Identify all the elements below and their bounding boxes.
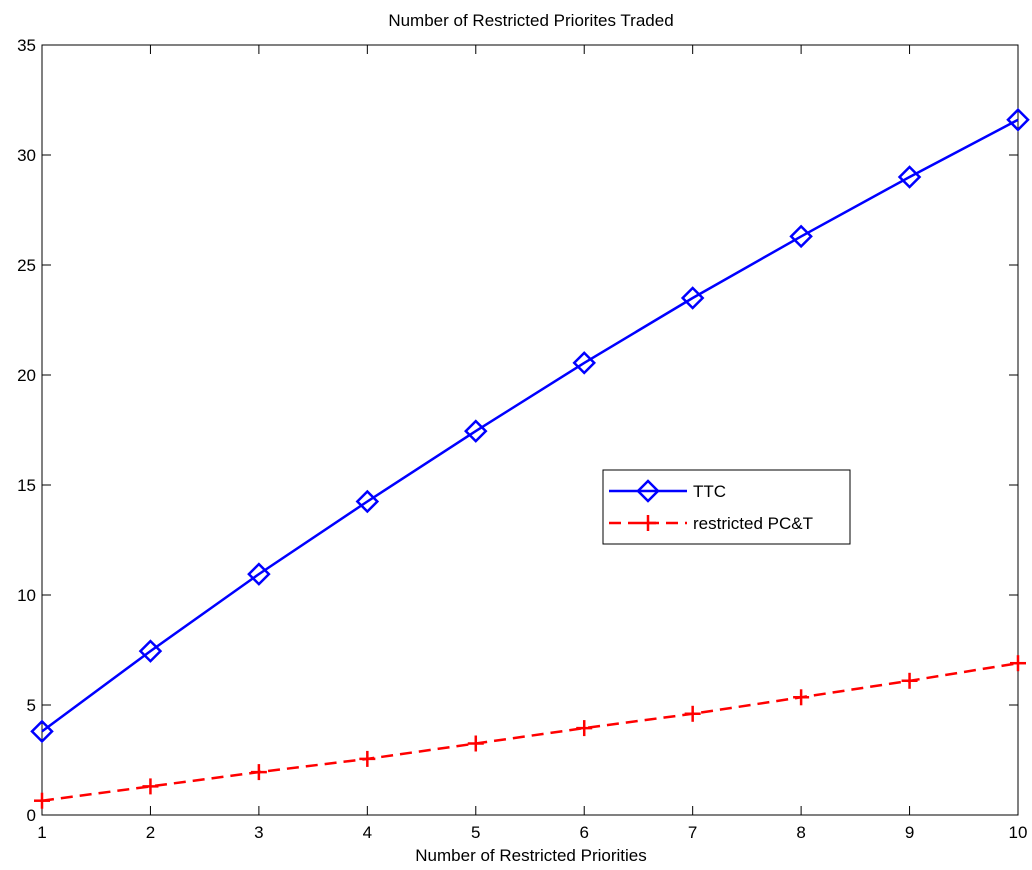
series-0 bbox=[30, 108, 1030, 744]
x-axis-title: Number of Restricted Priorities bbox=[415, 846, 646, 865]
y-tick-label: 5 bbox=[27, 696, 36, 715]
x-tick-label: 1 bbox=[37, 823, 46, 842]
data-point bbox=[138, 639, 163, 663]
y-tick-label: 10 bbox=[17, 586, 36, 605]
data-point bbox=[572, 351, 596, 375]
series-1 bbox=[34, 655, 1026, 809]
data-point bbox=[576, 720, 593, 737]
x-axis: 1 2 3 4 5 6 7 8 9 10 bbox=[37, 45, 1027, 842]
x-tick-label: 7 bbox=[688, 823, 697, 842]
data-point bbox=[897, 165, 922, 189]
x-tick-label: 9 bbox=[905, 823, 914, 842]
data-point bbox=[467, 735, 484, 752]
data-point bbox=[30, 719, 54, 744]
plot-area: 1 2 3 4 5 6 7 8 9 10 0 5 10 15 20 25 30 35 bbox=[17, 36, 1030, 842]
data-point bbox=[355, 489, 380, 514]
legend-label: restricted PC&T bbox=[693, 514, 813, 533]
y-tick-label: 30 bbox=[17, 146, 36, 165]
legend-entry: TTC bbox=[609, 479, 726, 503]
x-tick-label: 10 bbox=[1009, 823, 1028, 842]
y-tick-label: 35 bbox=[17, 36, 36, 55]
data-point bbox=[359, 750, 376, 767]
legend-box bbox=[602, 469, 851, 545]
legend-entry: restricted PC&T bbox=[609, 514, 813, 533]
y-axis: 0 5 10 15 20 25 30 35 bbox=[17, 36, 1018, 825]
data-point bbox=[142, 778, 159, 795]
series-line bbox=[41, 118, 1019, 733]
y-tick-label: 0 bbox=[27, 806, 36, 825]
data-point bbox=[247, 562, 271, 586]
x-tick-label: 8 bbox=[796, 823, 805, 842]
data-point bbox=[1006, 108, 1030, 132]
series-line bbox=[41, 661, 1019, 802]
data-point bbox=[1010, 655, 1026, 672]
plot-frame bbox=[41, 44, 1019, 816]
y-tick-label: 25 bbox=[17, 256, 36, 275]
data-point bbox=[789, 224, 813, 249]
data-point bbox=[680, 286, 705, 310]
x-tick-label: 5 bbox=[471, 823, 480, 842]
x-tick-label: 6 bbox=[579, 823, 588, 842]
x-tick-label: 2 bbox=[146, 823, 155, 842]
y-tick-label: 15 bbox=[17, 476, 36, 495]
data-point bbox=[793, 689, 810, 706]
x-tick-label: 4 bbox=[363, 823, 372, 842]
data-point bbox=[901, 672, 918, 689]
legend-label: TTC bbox=[693, 482, 726, 501]
chart-title: Number of Restricted Priorites Traded bbox=[388, 11, 673, 30]
data-point bbox=[464, 419, 488, 443]
legend: TTC restricted PC&T bbox=[602, 469, 851, 545]
series-layer bbox=[30, 108, 1030, 809]
legend-marker bbox=[636, 479, 660, 503]
x-tick-label: 3 bbox=[254, 823, 263, 842]
data-point bbox=[34, 792, 50, 809]
legend-marker bbox=[640, 515, 656, 531]
data-point bbox=[684, 705, 701, 722]
y-tick-label: 20 bbox=[17, 366, 36, 385]
data-point bbox=[250, 764, 267, 781]
